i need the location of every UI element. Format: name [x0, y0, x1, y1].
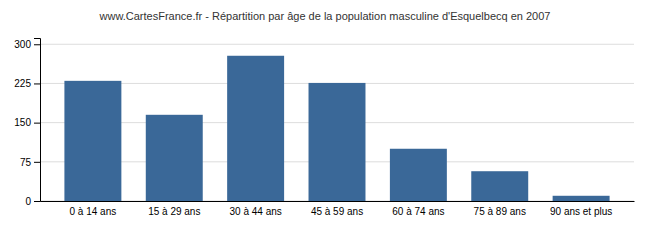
y-tick-label: 225 [14, 78, 31, 89]
y-tick-label: 150 [14, 117, 31, 128]
x-tick-label: 45 à 59 ans [311, 206, 363, 217]
y-axis-line [34, 39, 41, 202]
x-tick: 0 à 14 ans [70, 201, 117, 217]
y-tick-label: 0 [25, 196, 31, 207]
bar [553, 196, 610, 201]
x-tick-label: 60 à 74 ans [392, 206, 444, 217]
x-tick-label: 15 à 29 ans [148, 206, 200, 217]
y-tick-mark [34, 201, 40, 202]
grid [40, 44, 634, 201]
x-tick-label: 0 à 14 ans [70, 206, 117, 217]
bar [146, 115, 203, 201]
x-tick-label: 30 à 44 ans [229, 206, 281, 217]
bar [390, 149, 447, 201]
bar [309, 83, 366, 201]
x-tick: 60 à 74 ans [392, 201, 444, 217]
x-tick: 90 ans et plus [550, 201, 612, 217]
x-tick-label: 90 ans et plus [550, 206, 612, 217]
y-tick: 0 [25, 196, 40, 207]
y-tick-mark [34, 83, 40, 84]
x-tick: 30 à 44 ans [229, 201, 281, 217]
x-axis: 0 à 14 ans 15 à 29 ans 30 à 44 ans 45 à 59 … [41, 201, 635, 217]
y-tick-mark [34, 162, 40, 163]
bars [64, 56, 609, 201]
y-tick-label: 75 [20, 157, 32, 168]
y-tick: 225 [14, 78, 40, 89]
x-tick-label: 75 à 89 ans [474, 206, 526, 217]
x-tick: 75 à 89 ans [474, 201, 526, 217]
title: www.CartesFrance.fr - Répartition par âg… [99, 10, 551, 22]
x-axis-line [41, 201, 635, 202]
y-tick-label: 300 [14, 39, 31, 50]
bar [471, 171, 528, 201]
x-tick: 15 à 29 ans [148, 201, 200, 217]
y-tick: 150 [14, 117, 40, 128]
grid-line [40, 44, 634, 45]
y-tick: 75 [20, 157, 40, 168]
chart-container: www.CartesFrance.fr - Répartition par âg… [0, 0, 650, 229]
y-tick-mark [34, 123, 40, 124]
bar [227, 56, 284, 201]
y-tick-mark [34, 44, 40, 45]
y-tick: 300 [14, 39, 40, 50]
bar [64, 81, 121, 201]
y-axis: 0 75 150 225 300 [14, 39, 40, 207]
plot: 0 75 150 225 300 0 à 14 ans 15 à 29 ans 30 à 44… [14, 39, 634, 218]
chart: www.CartesFrance.fr - Répartition par âg… [0, 0, 650, 229]
x-tick: 45 à 59 ans [311, 201, 363, 217]
